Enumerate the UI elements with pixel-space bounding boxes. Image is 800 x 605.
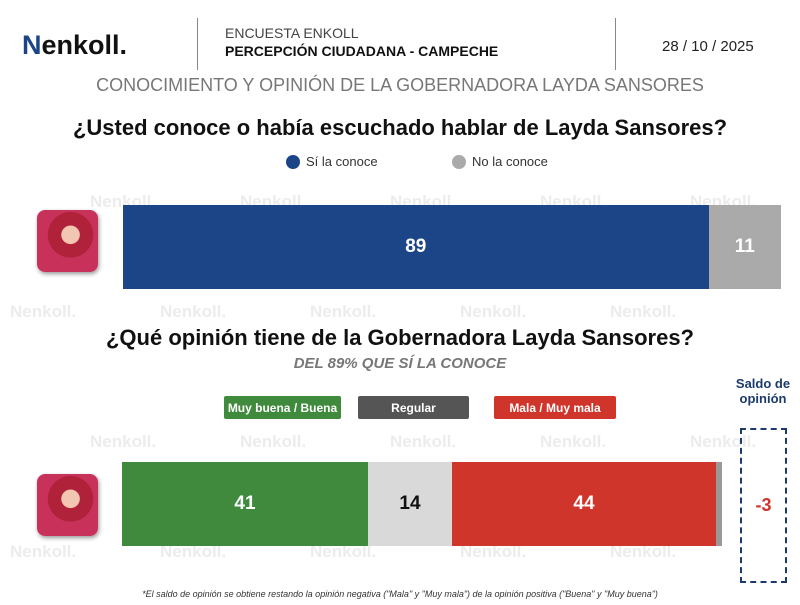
knowledge-bar: 89 11 [123, 205, 781, 289]
legend-dot [452, 154, 466, 169]
legend-positive: Muy buena / Buena [224, 396, 341, 419]
bar-segment: 89 [123, 205, 709, 289]
legend-item-si: Sí la conoce [286, 154, 378, 169]
watermark: Nenkoll. [160, 542, 227, 561]
saldo-label: Saldo de opinión [735, 376, 791, 406]
divider [197, 18, 198, 70]
watermark: Nenkoll. [240, 432, 307, 451]
legend-negative: Mala / Muy mala [494, 396, 616, 419]
divider [615, 18, 616, 70]
legend-dot [286, 154, 300, 169]
watermark: Nenkoll. [10, 302, 77, 321]
bar-segment: 44 [452, 462, 716, 546]
layda-sansores-photo [37, 474, 98, 536]
saldo-value: -3 [740, 428, 787, 583]
enkoll-logo: Nenkoll. [22, 30, 128, 60]
watermark: Nenkoll. [690, 432, 757, 451]
watermark: Nenkoll. [310, 302, 377, 321]
bar-segment [716, 462, 722, 546]
watermark: Nenkoll. [610, 302, 677, 321]
watermark: Nenkoll. [160, 302, 227, 321]
watermark: Nenkoll. [90, 432, 157, 451]
watermark: Nenkoll. [10, 542, 77, 561]
watermark: Nenkoll. [610, 542, 677, 561]
main-title: CONOCIMIENTO Y OPINIÓN DE LA GOBERNADORA… [96, 75, 704, 95]
survey-name: ENCUESTA ENKOLL [225, 25, 359, 41]
bar-segment: 14 [368, 462, 452, 546]
bar-segment: 41 [122, 462, 368, 546]
survey-subtitle: PERCEPCIÓN CIUDADANA - CAMPECHE [225, 43, 499, 59]
question-1-title: ¿Usted conoce o había escuchado hablar d… [72, 115, 728, 140]
watermark: Nenkoll. [540, 432, 607, 451]
watermark: Nenkoll. [460, 302, 527, 321]
question-2-subtitle: DEL 89% QUE SÍ LA CONOCE [293, 355, 507, 372]
survey-date: 28 / 10 / 2025 [662, 38, 754, 55]
legend-item-no: No la conoce [452, 154, 548, 169]
watermark: Nenkoll. [460, 542, 527, 561]
layda-sansores-photo [37, 210, 98, 272]
bar-segment: 11 [708, 205, 781, 289]
question-2-title: ¿Qué opinión tiene de la Gobernadora Lay… [105, 325, 694, 350]
footnote: *El saldo de opinión se obtiene restando… [142, 589, 658, 599]
opinion-bar: 41 14 44 [122, 462, 722, 546]
watermark: Nenkoll. [390, 432, 457, 451]
watermark: Nenkoll. [310, 542, 377, 561]
legend-regular: Regular [358, 396, 469, 419]
